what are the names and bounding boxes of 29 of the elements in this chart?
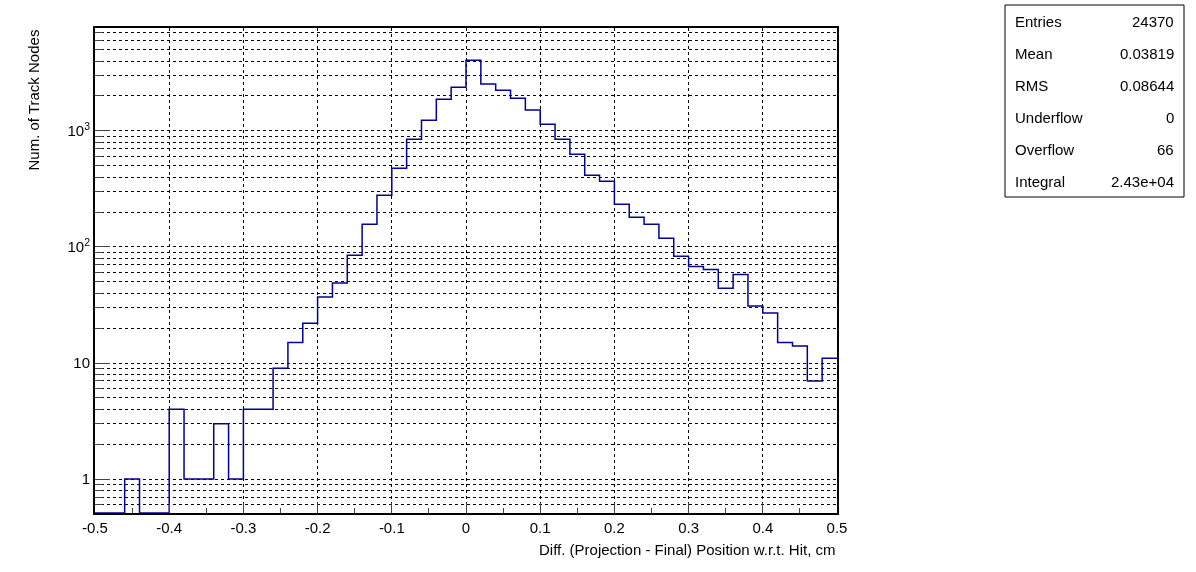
text: 24370: [1132, 13, 1174, 30]
y-axis-title: Num. of Track Nodes: [24, 29, 42, 171]
text: RMS: [1015, 77, 1049, 94]
text: 66: [1157, 141, 1174, 158]
x-tick-label: 0.4: [752, 519, 774, 536]
x-tick-label: -0.4: [156, 519, 183, 536]
y-tick-label: 1: [81, 470, 90, 488]
x-tick-label: -0.5: [82, 519, 108, 536]
text: Overflow: [1015, 141, 1075, 158]
x-tick-label: 0.3: [678, 519, 700, 536]
y-tick-label: 10$^{2}$: [67, 235, 91, 256]
text: Entries: [1015, 13, 1062, 30]
text: Mean: [1015, 45, 1053, 62]
x-tick-label: 0.2: [603, 519, 625, 536]
x-tick-label: -0.3: [230, 519, 257, 536]
x-axis-title: Diff. (Projection - Final) Position w.r.t. Hit, cm: [539, 541, 836, 558]
y-tick-label: 10$^{3}$: [67, 119, 91, 140]
text: Integral: [1015, 173, 1066, 190]
x-tick-label: -0.2: [304, 519, 331, 536]
x-tick-label: 0.1: [529, 519, 551, 536]
text: 0: [1166, 109, 1175, 126]
text: Underflow: [1015, 109, 1083, 126]
text: 0.08644: [1120, 77, 1175, 94]
text: 0.03819: [1120, 45, 1175, 62]
x-tick-label: 0.5: [826, 519, 848, 536]
x-tick-label: -0.1: [378, 519, 405, 536]
y-tick-label: 10: [73, 354, 90, 372]
x-tick-label: 0: [461, 519, 471, 536]
text: 2.43e+04: [1111, 173, 1174, 190]
